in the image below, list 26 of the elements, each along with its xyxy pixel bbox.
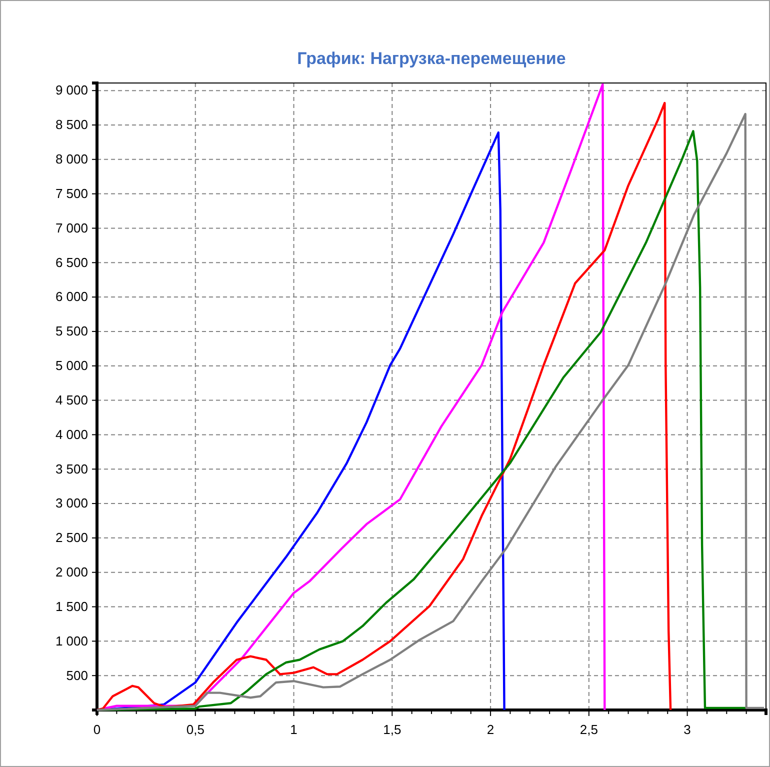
y-tick-label: 500	[66, 668, 88, 683]
y-tick-label: 8 000	[55, 152, 88, 167]
y-tick-label: 3 000	[55, 496, 88, 511]
y-tick-label: 5 000	[55, 358, 88, 374]
y-tick-label: 4 500	[55, 392, 88, 408]
y-tick-label: 5 500	[55, 324, 88, 339]
y-tick-label: 8 500	[55, 117, 88, 132]
x-tick-label: 0,5	[186, 722, 204, 738]
y-tick-label: 9 000	[55, 82, 88, 98]
y-tick-label: 1 000	[55, 633, 88, 648]
chart-title: График: Нагрузка-перемещение	[297, 49, 566, 68]
y-tick-label: 3 500	[55, 461, 88, 476]
y-tick-label: 2 000	[55, 564, 88, 580]
y-tick-label: 7 500	[55, 186, 88, 201]
y-tick-label: 4 000	[55, 426, 88, 442]
x-tick-label: 1,5	[383, 722, 402, 738]
x-tick-label: 1	[290, 722, 298, 738]
y-tick-label: 2 500	[55, 530, 88, 546]
x-tick-label: 3	[684, 722, 691, 738]
y-tick-label: 1 500	[55, 598, 88, 614]
y-tick-label: 7 000	[55, 220, 88, 236]
y-tick-label: 6 500	[55, 254, 88, 270]
x-tick-label: 0	[93, 722, 101, 738]
y-tick-label: 6 000	[55, 289, 88, 304]
x-tick-label: 2	[486, 722, 494, 738]
x-tick-label: 2,5	[580, 722, 598, 738]
